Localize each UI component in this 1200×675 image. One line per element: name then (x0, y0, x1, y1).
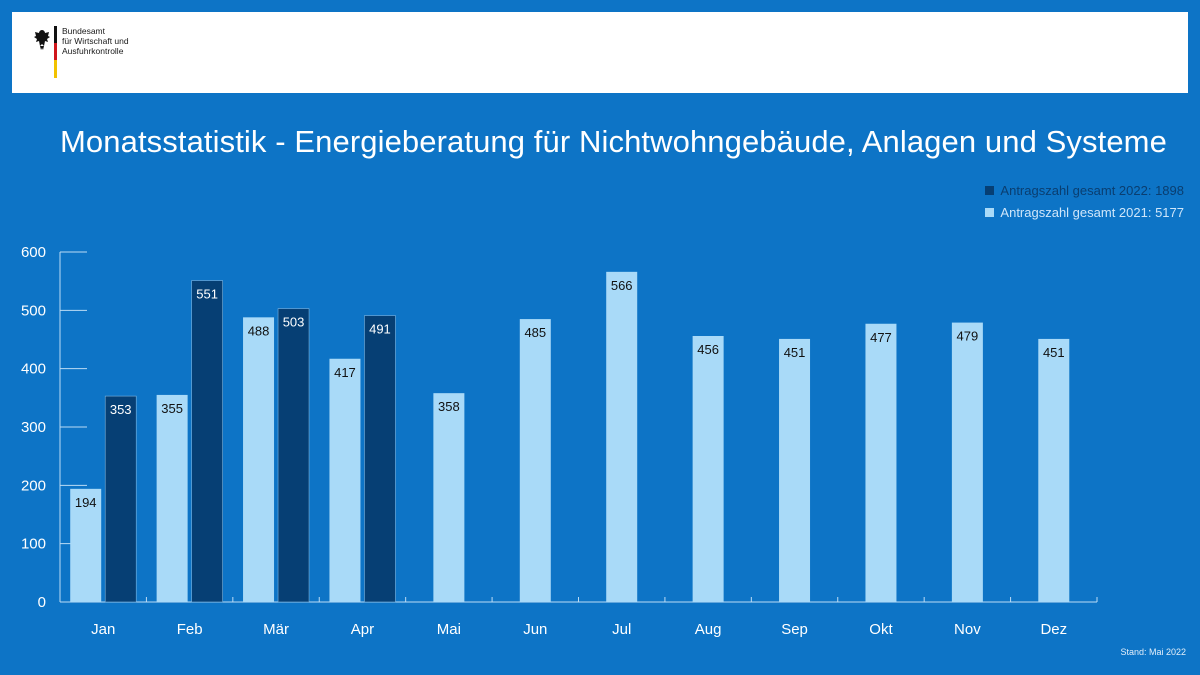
stand-date: Stand: Mai 2022 (1120, 647, 1186, 657)
org-name: Bundesamt für Wirtschaft und Ausfuhrkont… (62, 26, 129, 56)
y-tick-label: 300 (21, 419, 46, 436)
x-tick-label: Dez (1040, 621, 1067, 638)
bar-2022 (364, 315, 396, 603)
x-tick-label: Jan (91, 621, 115, 638)
bar-2022 (277, 308, 310, 603)
org-line-1: Bundesamt (62, 26, 105, 36)
bar-2021 (951, 322, 983, 602)
bar-2021 (70, 488, 102, 602)
bar-2021 (865, 323, 897, 602)
y-tick-label: 200 (21, 477, 46, 494)
data-label: 485 (524, 325, 546, 340)
bar-2021 (433, 393, 465, 602)
data-label: 451 (784, 345, 806, 360)
legend-item-2022: Antragszahl gesamt 2022: 1898 (985, 179, 1184, 201)
chart-title: Monatsstatistik - Energieberatung für Ni… (60, 124, 1167, 159)
data-label: 488 (248, 323, 270, 338)
x-tick-label: Nov (954, 621, 981, 638)
bar-2021 (1038, 338, 1070, 602)
y-tick-label: 500 (21, 302, 46, 319)
y-tick-label: 400 (21, 361, 46, 378)
x-tick-label: Jun (523, 621, 547, 638)
data-label: 456 (697, 342, 719, 357)
x-tick-label: Apr (351, 621, 374, 638)
x-tick-label: Okt (869, 621, 893, 638)
chart-legend: Antragszahl gesamt 2022: 1898 Antragszah… (985, 179, 1184, 223)
eagle-icon (34, 30, 50, 50)
x-tick-label: Jul (612, 621, 631, 638)
data-label: 353 (110, 402, 132, 417)
data-label: 417 (334, 365, 356, 380)
x-tick-label: Mär (263, 621, 289, 638)
bar-2021 (243, 317, 275, 602)
legend-swatch-2022 (985, 185, 995, 195)
header-band: Bundesamt für Wirtschaft und Ausfuhrkont… (12, 12, 1188, 93)
flag-stripe (54, 26, 57, 78)
legend-label-2021: Antragszahl gesamt 2021: 5177 (1000, 204, 1184, 220)
bar-2021 (156, 394, 188, 602)
data-label: 503 (283, 315, 305, 330)
x-tick-label: Aug (695, 621, 722, 638)
legend-label-2022: Antragszahl gesamt 2022: 1898 (1000, 182, 1184, 198)
bar-2021 (606, 271, 638, 602)
bafa-logo: Bundesamt für Wirtschaft und Ausfuhrkont… (32, 26, 172, 82)
data-label: 477 (870, 330, 892, 345)
x-tick-label: Sep (781, 621, 808, 638)
org-line-2: für Wirtschaft und (62, 36, 129, 46)
y-tick-label: 100 (21, 536, 46, 553)
bar-2021 (519, 319, 551, 602)
y-tick-label: 0 (38, 594, 46, 611)
org-line-3: Ausfuhrkontrolle (62, 46, 124, 56)
data-label: 479 (957, 329, 979, 344)
data-label: 358 (438, 399, 460, 414)
x-tick-label: Feb (177, 621, 203, 638)
data-label: 451 (1043, 345, 1065, 360)
legend-item-2021: Antragszahl gesamt 2021: 5177 (985, 201, 1184, 223)
bar-2022 (191, 280, 223, 603)
bar-2022 (104, 395, 137, 603)
data-label: 566 (611, 278, 633, 293)
legend-swatch-2021 (985, 207, 995, 217)
bar-2021 (779, 338, 811, 602)
bar-2021 (329, 358, 361, 602)
y-tick-label: 600 (21, 244, 46, 261)
data-label: 551 (196, 287, 218, 302)
bar-2021 (692, 336, 724, 602)
x-tick-label: Mai (437, 621, 461, 638)
data-label: 194 (75, 495, 97, 510)
data-label: 491 (369, 322, 391, 337)
data-label: 355 (161, 401, 183, 416)
